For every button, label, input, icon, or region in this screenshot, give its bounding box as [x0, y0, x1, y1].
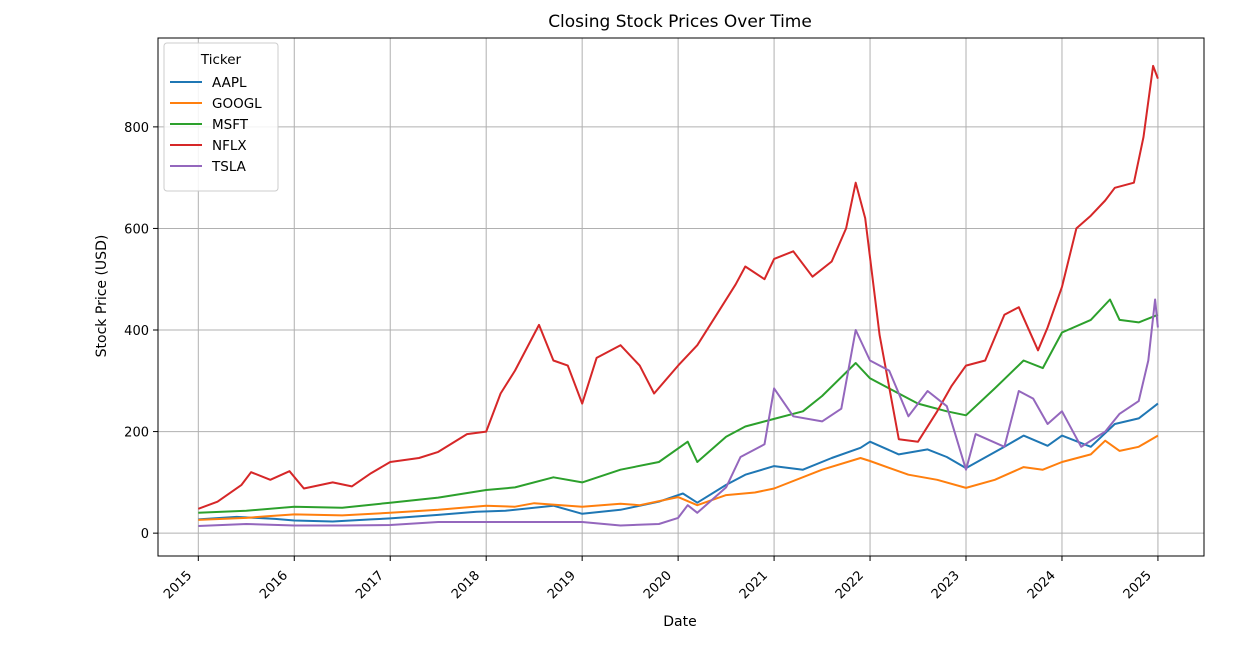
- x-tick-label: 2023: [929, 568, 963, 602]
- series-lines: [197, 64, 1159, 527]
- x-tick-label: 2017: [353, 568, 387, 602]
- y-tick-label: 600: [124, 222, 149, 237]
- y-tick-label: 400: [124, 324, 149, 339]
- legend-label-nflx: NFLX: [212, 138, 247, 154]
- legend-title: Ticker: [200, 52, 242, 68]
- gridlines: [158, 38, 1204, 556]
- chart-title: Closing Stock Prices Over Time: [548, 12, 812, 32]
- legend-label-tsla: TSLA: [211, 159, 247, 175]
- x-tick-label: 2024: [1025, 568, 1059, 602]
- legend-label-msft: MSFT: [212, 117, 249, 133]
- series-line-msft: [198, 298, 1159, 514]
- series-line-aapl: [198, 402, 1159, 523]
- x-tick-label: 2015: [161, 568, 195, 602]
- series-line-nflx: [197, 64, 1159, 510]
- x-axis-ticks: 2015 2016 2017 2018 2019 2020 2021 2022 2023 2024…: [161, 556, 1159, 602]
- x-tick-label: 2022: [833, 568, 867, 602]
- x-tick-label: 2019: [545, 568, 579, 602]
- y-axis-title: Stock Price (USD): [94, 235, 110, 358]
- series-line-googl: [198, 434, 1159, 521]
- x-axis-title: Date: [663, 614, 696, 630]
- legend: Ticker AAPL GOOGL MSFT NFLX TSLA: [163, 42, 279, 192]
- y-tick-label: 200: [124, 426, 149, 441]
- x-tick-label: 2018: [449, 568, 483, 602]
- x-tick-label: 2020: [641, 568, 675, 602]
- series-line-tsla: [198, 298, 1159, 527]
- y-axis-ticks: 0 200 400 600 800: [124, 121, 158, 542]
- y-tick-label: 800: [124, 121, 149, 136]
- x-tick-label: 2021: [737, 568, 771, 602]
- plot-frame: [157, 37, 1205, 557]
- x-tick-label: 2025: [1121, 568, 1155, 602]
- x-tick-label: 2016: [257, 568, 291, 602]
- legend-box: [163, 42, 279, 192]
- legend-label-googl: GOOGL: [212, 96, 262, 112]
- y-tick-label: 0: [141, 527, 149, 542]
- legend-label-aapl: AAPL: [212, 75, 247, 91]
